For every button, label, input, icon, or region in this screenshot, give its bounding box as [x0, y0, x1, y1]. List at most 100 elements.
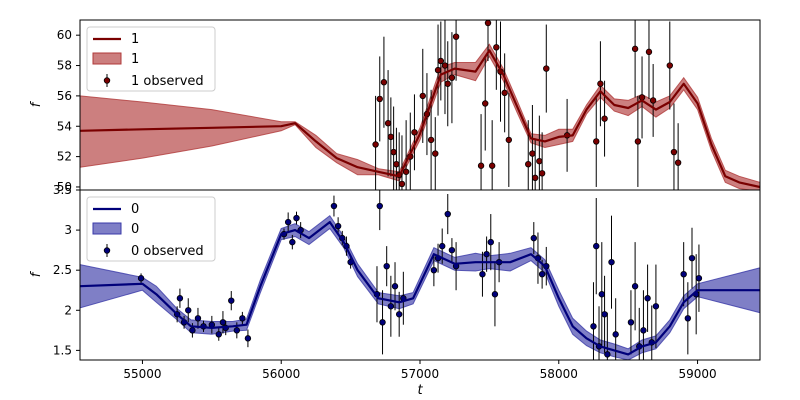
data-point	[644, 295, 651, 302]
confidence-band-1	[80, 214, 760, 360]
data-point	[538, 270, 546, 278]
data-point	[525, 160, 532, 168]
data-point	[384, 120, 392, 127]
data-point	[684, 315, 692, 322]
y-tick-label: 60	[57, 28, 72, 42]
data-point	[137, 275, 145, 282]
data-point	[379, 319, 386, 326]
data-point	[491, 291, 499, 298]
data-point	[666, 62, 673, 69]
y-tick-label: 56	[57, 89, 72, 103]
observed-points-1	[137, 190, 703, 360]
data-point	[670, 148, 678, 156]
legend-label-band: 1	[131, 52, 139, 67]
mean-line-1	[80, 221, 760, 356]
legend-label-mean: 1	[131, 32, 139, 47]
data-point	[434, 66, 442, 74]
legend-point-swatch	[103, 247, 111, 254]
data-point	[376, 202, 383, 210]
data-point	[536, 157, 543, 165]
legend: 1 1 1 observed	[86, 26, 216, 92]
data-point	[411, 129, 418, 136]
data-point	[441, 62, 449, 69]
data-point	[215, 331, 222, 338]
data-point	[482, 100, 489, 107]
data-point	[334, 222, 342, 230]
data-point	[219, 319, 227, 326]
data-point	[590, 323, 597, 330]
data-point	[233, 327, 241, 334]
plot-area	[80, 20, 760, 190]
data-point	[185, 307, 192, 314]
data-point	[695, 275, 703, 282]
data-point	[645, 48, 653, 56]
data-point	[448, 74, 456, 81]
data-point	[194, 315, 202, 322]
data-point	[448, 246, 456, 254]
data-point	[176, 295, 184, 302]
data-point	[477, 162, 485, 169]
data-point	[634, 138, 642, 145]
y-tick-label: 2.5	[53, 263, 72, 277]
data-point	[487, 238, 494, 246]
data-point	[640, 327, 647, 334]
data-point	[452, 33, 460, 40]
data-point	[444, 80, 451, 87]
data-point	[284, 218, 292, 226]
data-point	[244, 335, 252, 342]
legend-band-swatch	[92, 222, 122, 235]
data-point	[612, 331, 619, 338]
data-point	[631, 45, 639, 53]
data-point	[439, 242, 446, 250]
data-point	[383, 262, 390, 270]
data-point	[593, 242, 600, 250]
data-point	[430, 266, 438, 274]
data-point	[493, 44, 500, 51]
x-tick-label: 56000	[262, 367, 300, 381]
y-tick-label: 52	[57, 150, 72, 164]
legend-label-observed: 1 observed	[131, 74, 204, 89]
data-point	[652, 303, 660, 310]
data-point	[239, 315, 246, 322]
data-point	[501, 89, 508, 97]
data-point	[483, 250, 490, 258]
data-point	[330, 202, 338, 210]
y-tick-label: 54	[57, 119, 72, 133]
top-panel: 50 52 54 56 58 60 f 1 1 1 observed	[29, 19, 761, 194]
legend-box	[86, 26, 216, 92]
observed-points-0	[372, 20, 682, 190]
data-point	[529, 150, 536, 157]
legend-point-swatch	[103, 77, 111, 84]
data-point	[631, 283, 639, 290]
y-tick-label: 58	[57, 59, 72, 73]
data-point	[680, 270, 687, 278]
data-point	[387, 133, 395, 141]
data-point	[376, 95, 383, 103]
x-axis-label: t	[417, 383, 423, 398]
data-point	[531, 174, 539, 182]
legend-label-band: 0	[131, 222, 139, 237]
data-point	[543, 65, 550, 72]
y-axis-label: f	[29, 100, 44, 107]
legend: 0 0 0 observed	[86, 196, 216, 262]
x-tick-label: 58000	[540, 367, 578, 381]
y-axis-label: f	[29, 270, 44, 277]
data-point	[597, 80, 604, 87]
data-point	[228, 297, 235, 304]
data-point	[444, 210, 451, 218]
legend-band-swatch	[92, 52, 122, 65]
data-point	[293, 214, 300, 222]
x-tick-label: 55000	[123, 367, 161, 381]
x-tick-label: 57000	[401, 367, 439, 381]
data-point	[189, 327, 196, 334]
y-tick-label: 50	[57, 180, 72, 194]
y-tick-label: 1.5	[53, 343, 72, 357]
data-point	[593, 138, 600, 145]
y-tick-label: 3.5	[53, 183, 72, 197]
data-point	[432, 150, 439, 157]
data-point	[419, 92, 426, 100]
data-point	[601, 311, 608, 318]
legend-box	[86, 196, 216, 262]
data-point	[604, 351, 611, 358]
